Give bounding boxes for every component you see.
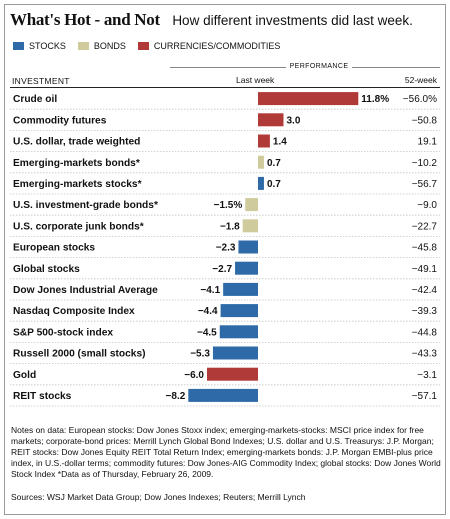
- category-label-dow-jones-industrial-average: Dow Jones Industrial Average: [13, 285, 158, 296]
- value-label-u-s-corporate-junk-bonds: −1.8: [220, 221, 240, 232]
- performance-header: PERFORMANCE: [248, 63, 390, 70]
- week52-column-header: 52-week: [404, 75, 437, 85]
- bar-u-s-dollar-trade-weighted: [258, 134, 270, 148]
- legend-item-currencies-commodities: CURRENCIES/COMMODITIES: [137, 41, 281, 51]
- week52-label-s-p-500-stock-index: −44.8: [412, 327, 438, 338]
- category-label-global-stocks: Global stocks: [13, 264, 80, 275]
- week52-label-russell-2000-small-stocks: −43.3: [412, 349, 438, 360]
- week52-label-u-s-dollar-trade-weighted: 19.1: [418, 137, 438, 148]
- week52-label-gold: −3.1: [417, 370, 437, 381]
- bar-global-stocks: [235, 261, 258, 275]
- category-label-s-p-500-stock-index: S&P 500-stock index: [13, 327, 113, 338]
- value-label-emerging-markets-stocks: 0.7: [267, 179, 281, 190]
- bar-crude-oil: [258, 92, 359, 106]
- category-label-nasdaq-composite-index: Nasdaq Composite Index: [13, 306, 135, 317]
- legend-label-bonds: BONDS: [93, 41, 126, 51]
- value-label-dow-jones-industrial-average: −4.1: [200, 285, 220, 296]
- legend-swatch-bonds: [77, 42, 89, 50]
- category-label-commodity-futures: Commodity futures: [13, 115, 107, 126]
- week52-label-u-s-investment-grade-bonds: −9.0: [417, 200, 437, 211]
- chart-title: What's Hot - and Not: [10, 10, 160, 29]
- week52-label-reit-stocks: −57.1: [412, 391, 438, 402]
- category-label-u-s-corporate-junk-bonds: U.S. corporate junk bonds*: [13, 221, 144, 232]
- category-label-european-stocks: European stocks: [13, 243, 95, 254]
- bar-russell-2000-small-stocks: [212, 346, 258, 360]
- category-label-gold: Gold: [13, 370, 36, 381]
- value-label-gold: −6.0: [184, 370, 204, 381]
- value-label-u-s-investment-grade-bonds: −1.5%: [214, 200, 243, 211]
- sources-text: Sources: WSJ Market Data Group; Dow Jone…: [11, 492, 306, 502]
- bar-dow-jones-industrial-average: [223, 282, 258, 296]
- value-label-s-p-500-stock-index: −4.5: [197, 327, 217, 338]
- value-label-russell-2000-small-stocks: −5.3: [190, 349, 210, 360]
- legend-item-bonds: BONDS: [77, 41, 126, 51]
- legend-label-currencies-commodities: CURRENCIES/COMMODITIES: [153, 41, 281, 51]
- value-label-commodity-futures: 3.0: [287, 115, 301, 126]
- week52-label-commodity-futures: −50.8: [412, 115, 438, 126]
- legend-swatch-currencies-commodities: [137, 42, 149, 50]
- last-week-column-header: Last week: [236, 75, 275, 85]
- chart-subtitle: How different investments did last week.: [172, 13, 413, 28]
- bar-s-p-500-stock-index: [219, 325, 258, 339]
- bar-emerging-markets-stocks: [258, 176, 264, 190]
- category-label-emerging-markets-stocks: Emerging-markets stocks*: [13, 179, 142, 190]
- legend-label-stocks: STOCKS: [29, 41, 66, 51]
- value-label-global-stocks: −2.7: [212, 264, 232, 275]
- bar-reit-stocks: [188, 388, 258, 402]
- bar-gold: [207, 367, 258, 381]
- category-label-u-s-investment-grade-bonds: U.S. investment-grade bonds*: [13, 200, 158, 211]
- header-rule: [10, 87, 440, 88]
- week52-label-nasdaq-composite-index: −39.3: [412, 306, 438, 317]
- week52-label-emerging-markets-stocks: −56.7: [412, 179, 438, 190]
- week52-label-emerging-markets-bonds: −10.2: [412, 158, 438, 169]
- category-label-emerging-markets-bonds: Emerging-markets bonds*: [13, 158, 140, 169]
- bar-nasdaq-composite-index: [220, 304, 258, 318]
- value-label-u-s-dollar-trade-weighted: 1.4: [273, 137, 287, 148]
- week52-label-european-stocks: −45.8: [412, 243, 438, 254]
- value-label-crude-oil: 11.8%: [361, 94, 389, 105]
- week52-label-crude-oil: −56.0%: [403, 94, 437, 105]
- graphic-frame: [4, 4, 446, 515]
- investment-column-header: INVESTMENT: [12, 76, 70, 86]
- week52-label-global-stocks: −49.1: [412, 264, 438, 275]
- bar-emerging-markets-bonds: [258, 155, 264, 169]
- bar-european-stocks: [238, 240, 258, 254]
- bar-commodity-futures: [258, 113, 284, 127]
- category-label-u-s-dollar-trade-weighted: U.S. dollar, trade weighted: [13, 137, 140, 148]
- bar-u-s-corporate-junk-bonds: [242, 219, 258, 233]
- value-label-european-stocks: −2.3: [216, 243, 236, 254]
- value-label-reit-stocks: −8.2: [166, 391, 186, 402]
- week52-label-dow-jones-industrial-average: −42.4: [412, 285, 438, 296]
- performance-header-text: PERFORMANCE: [285, 63, 353, 70]
- bar-u-s-investment-grade-bonds: [245, 198, 258, 212]
- notes-text: Notes on data: European stocks: Dow Jone…: [11, 425, 441, 479]
- category-label-crude-oil: Crude oil: [13, 94, 57, 105]
- legend-item-stocks: STOCKS: [13, 41, 66, 51]
- title-row: What's Hot - and Not How different inves…: [10, 10, 413, 30]
- legend-swatch-stocks: [13, 42, 24, 50]
- legend: STOCKS BONDS CURRENCIES/COMMODITIES: [13, 41, 292, 51]
- category-label-reit-stocks: REIT stocks: [13, 391, 72, 402]
- week52-label-u-s-corporate-junk-bonds: −22.7: [412, 221, 438, 232]
- category-label-russell-2000-small-stocks: Russell 2000 (small stocks): [13, 349, 146, 360]
- value-label-emerging-markets-bonds: 0.7: [267, 158, 281, 169]
- value-label-nasdaq-composite-index: −4.4: [198, 306, 218, 317]
